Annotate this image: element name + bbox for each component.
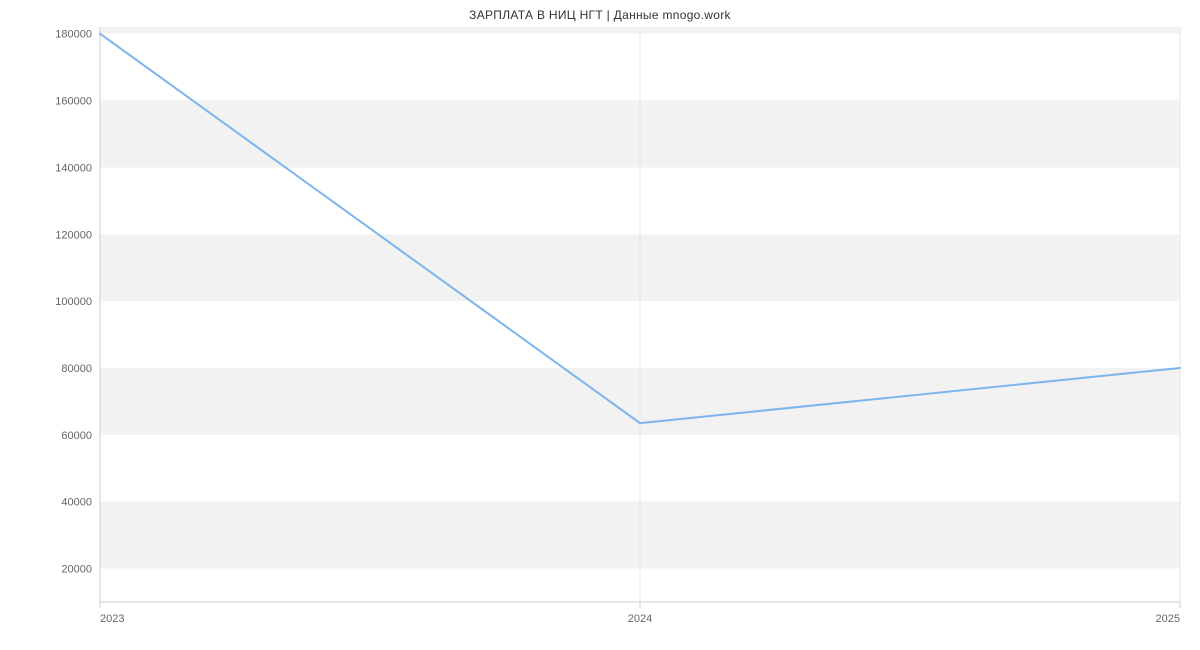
chart-title: ЗАРПЛАТА В НИЦ НГТ | Данные mnogo.work	[0, 8, 1200, 22]
y-tick-label: 80000	[61, 363, 92, 375]
chart-svg: 20000 40000 60000 80000 100000 120000 140000 16…	[0, 0, 1200, 650]
x-tick-label: 2024	[628, 613, 652, 625]
y-tick-label: 120000	[55, 229, 92, 241]
y-tick-label: 40000	[61, 497, 92, 509]
salary-line-chart: ЗАРПЛАТА В НИЦ НГТ | Данные mnogo.work 2…	[0, 0, 1200, 650]
y-tick-label: 100000	[55, 296, 92, 308]
y-tick-label: 20000	[61, 564, 92, 576]
y-tick-label: 180000	[55, 29, 92, 41]
x-tick-label: 2023	[100, 613, 124, 625]
y-tick-label: 60000	[61, 430, 92, 442]
y-tick-label: 140000	[55, 162, 92, 174]
y-tick-label: 160000	[55, 96, 92, 108]
x-tick-label: 2025	[1156, 613, 1180, 625]
